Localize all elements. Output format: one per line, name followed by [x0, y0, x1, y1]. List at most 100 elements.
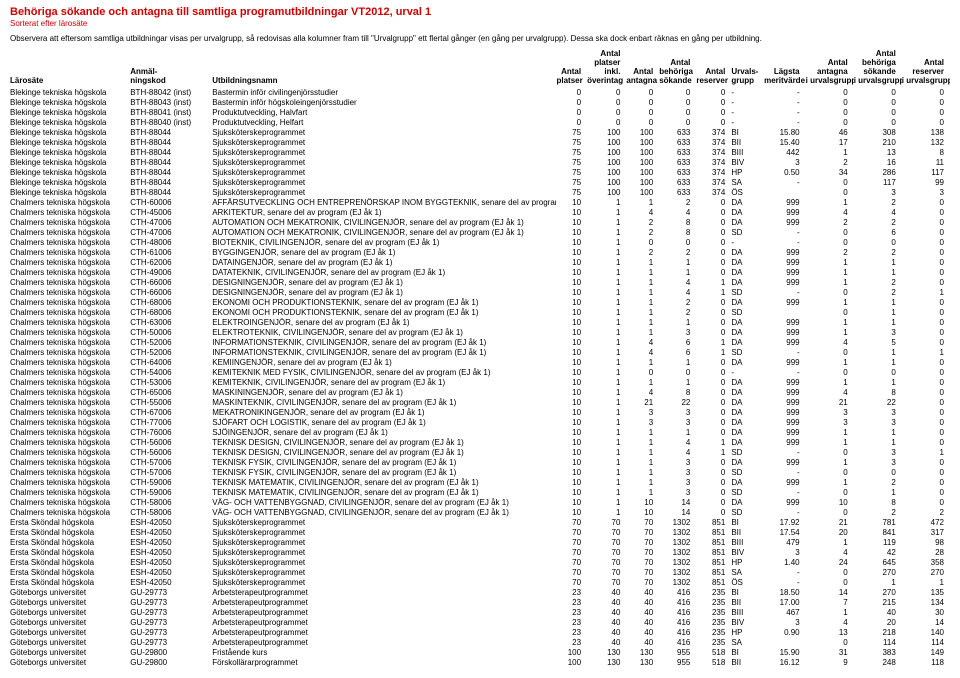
table-cell: 0 [902, 388, 950, 398]
table-cell: GU-29773 [130, 628, 212, 638]
table-cell: 4 [659, 438, 696, 448]
table-cell: 0 [902, 328, 950, 338]
table-cell: 999 [764, 438, 806, 448]
col-utb: Utbildningsnamn [212, 49, 556, 88]
table-cell: GU-29800 [130, 648, 212, 658]
table-cell: 1 [626, 358, 659, 368]
table-cell: 14 [659, 498, 696, 508]
table-cell: Sjuksköterskeprogrammet [212, 548, 556, 558]
table-cell: 0 [902, 208, 950, 218]
table-cell: Chalmers tekniska högskola [10, 258, 130, 268]
table-cell: 1 [587, 258, 626, 268]
table-cell: 117 [854, 178, 902, 188]
table-cell: 100 [626, 188, 659, 198]
table-cell: 40 [587, 608, 626, 618]
table-cell: 1 [587, 458, 626, 468]
table-cell: 0 [902, 408, 950, 418]
table-cell: BIII [731, 608, 764, 618]
table-cell: 0 [806, 288, 854, 298]
table-cell: 8 [659, 388, 696, 398]
table-cell: BII [731, 528, 764, 538]
table-row: Blekinge tekniska högskolaBTH-88044Sjuks… [10, 128, 950, 138]
table-cell: Göteborgs universitet [10, 628, 130, 638]
table-row: Blekinge tekniska högskolaBTH-88044Sjuks… [10, 178, 950, 188]
table-cell: HP [731, 168, 764, 178]
table-cell: 70 [626, 528, 659, 538]
table-row: Chalmers tekniska högskolaCTH-66006DESIG… [10, 288, 950, 298]
table-cell: - [731, 108, 764, 118]
table-cell: 1 [626, 448, 659, 458]
table-cell: 0 [806, 468, 854, 478]
table-cell: 0 [696, 398, 731, 408]
table-cell: 138 [902, 128, 950, 138]
table-cell: Arbetsterapeutprogrammet [212, 628, 556, 638]
table-cell: DA [731, 338, 764, 348]
table-cell: 28 [902, 548, 950, 558]
table-cell: 518 [696, 658, 731, 668]
col-a-urv: Antal antagna i urvalsgrupp [806, 49, 854, 88]
table-cell: 20 [854, 618, 902, 628]
table-cell: 999 [764, 338, 806, 348]
table-cell: 633 [659, 168, 696, 178]
table-cell: DA [731, 298, 764, 308]
table-cell: 0 [902, 428, 950, 438]
table-cell: 2 [806, 158, 854, 168]
table-cell: 4 [854, 208, 902, 218]
table-cell: 99 [902, 178, 950, 188]
table-row: Chalmers tekniska högskolaCTH-49006DATAT… [10, 268, 950, 278]
table-cell: Chalmers tekniska högskola [10, 368, 130, 378]
table-cell: 1 [587, 218, 626, 228]
table-cell: 40 [587, 638, 626, 648]
table-cell: - [764, 468, 806, 478]
table-row: Blekinge tekniska högskolaBTH-88040 (ins… [10, 118, 950, 128]
table-cell: ESH-42050 [130, 548, 212, 558]
table-cell: 633 [659, 158, 696, 168]
table-cell: 17.92 [764, 518, 806, 528]
table-cell: 1.40 [764, 558, 806, 568]
table-cell: 42 [854, 548, 902, 558]
table-cell: 235 [696, 638, 731, 648]
table-cell: 0 [556, 98, 587, 108]
table-cell: 0 [902, 258, 950, 268]
table-cell: 0 [902, 198, 950, 208]
table-cell: 119 [854, 538, 902, 548]
table-cell: 1 [587, 308, 626, 318]
table-cell: 100 [587, 128, 626, 138]
table-cell: 70 [587, 558, 626, 568]
table-cell: ÖS [731, 578, 764, 588]
table-cell: 2 [626, 228, 659, 238]
table-row: Chalmers tekniska högskolaCTH-58006VÄG- … [10, 508, 950, 518]
table-cell: DA [731, 198, 764, 208]
table-cell: Chalmers tekniska högskola [10, 358, 130, 368]
table-row: Chalmers tekniska högskolaCTH-59006TEKNI… [10, 488, 950, 498]
table-cell: 4 [659, 208, 696, 218]
table-cell: 1 [626, 328, 659, 338]
table-cell: 0 [659, 88, 696, 98]
table-cell: CTH-57006 [130, 458, 212, 468]
table-cell: - [731, 368, 764, 378]
table-cell: 10 [556, 208, 587, 218]
table-cell: 1 [587, 478, 626, 488]
table-cell: CTH-55006 [130, 398, 212, 408]
table-cell: 3 [659, 418, 696, 428]
table-cell: CTH-57006 [130, 468, 212, 478]
table-cell: 1 [659, 358, 696, 368]
table-cell: 100 [587, 178, 626, 188]
table-cell: Sjuksköterskeprogrammet [212, 558, 556, 568]
table-cell: CTH-49006 [130, 268, 212, 278]
table-cell: - [764, 88, 806, 98]
table-cell: 1 [806, 608, 854, 618]
table-cell: BYGGINGENJÖR, senare del av program (EJ … [212, 248, 556, 258]
table-cell: 6 [659, 348, 696, 358]
table-cell: 70 [626, 578, 659, 588]
table-cell: 2 [659, 298, 696, 308]
table-cell: 374 [696, 178, 731, 188]
table-cell: 1 [696, 338, 731, 348]
table-cell: 999 [764, 418, 806, 428]
table-cell: VÄG- OCH VATTENBYGGNAD, CIVILINGENJÖR, s… [212, 508, 556, 518]
table-cell: ELEKTROINGENJÖR, senare del av program (… [212, 318, 556, 328]
table-cell: BIV [731, 618, 764, 628]
table-cell: 0 [556, 118, 587, 128]
table-cell: 3 [659, 458, 696, 468]
table-cell: SD [731, 488, 764, 498]
